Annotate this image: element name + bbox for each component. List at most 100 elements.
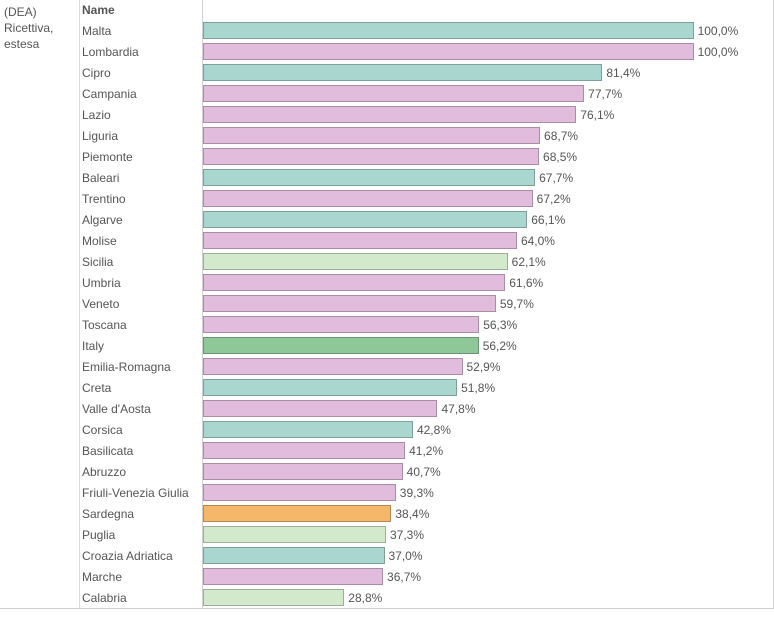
row-label: Corsica xyxy=(80,423,202,437)
bar xyxy=(203,253,508,270)
table-row: Malta100,0% xyxy=(80,20,773,41)
bar-area: 66,1% xyxy=(202,209,773,230)
rows-column: Name Malta100,0%Lombardia100,0%Cipro81,4… xyxy=(80,0,773,608)
bar xyxy=(203,64,602,81)
bar xyxy=(203,295,496,312)
row-label: Veneto xyxy=(80,297,202,311)
table-row: Basilicata 41,2% xyxy=(80,440,773,461)
bar xyxy=(203,127,540,144)
bar-area: 64,0% xyxy=(202,230,773,251)
bar xyxy=(203,421,413,438)
bar-area: 52,9% xyxy=(202,356,773,377)
table-row: Sardegna38,4% xyxy=(80,503,773,524)
bar-value: 81,4% xyxy=(602,62,640,83)
bar-value: 56,2% xyxy=(479,335,517,356)
header-row: Name xyxy=(80,0,773,20)
bar-area: 37,0% xyxy=(202,545,773,566)
bar-area: 56,3% xyxy=(202,314,773,335)
bar xyxy=(203,547,385,564)
bar-value: 40,7% xyxy=(403,461,441,482)
bar xyxy=(203,43,694,60)
table-row: Croazia Adriatica37,0% xyxy=(80,545,773,566)
table-row: Marche36,7% xyxy=(80,566,773,587)
row-label: Umbria xyxy=(80,276,202,290)
bar-value: 56,3% xyxy=(479,314,517,335)
table-row: Liguria 68,7% xyxy=(80,125,773,146)
bar xyxy=(203,358,463,375)
bar-value: 68,7% xyxy=(540,125,578,146)
bar xyxy=(203,589,344,606)
table-row: Lombardia100,0% xyxy=(80,41,773,62)
bar xyxy=(203,22,694,39)
bar-area: 59,7% xyxy=(202,293,773,314)
group-column: (DEA) Ricettiva, estesa xyxy=(0,0,80,608)
chart: (DEA) Ricettiva, estesa Name Malta100,0%… xyxy=(0,0,774,609)
bar-area: 40,7% xyxy=(202,461,773,482)
bar xyxy=(203,106,576,123)
bar xyxy=(203,85,584,102)
bar xyxy=(203,568,383,585)
row-label: Sicilia xyxy=(80,255,202,269)
bar-area: 39,3% xyxy=(202,482,773,503)
bar-value: 66,1% xyxy=(527,209,565,230)
group-label-line1: (DEA) xyxy=(4,4,75,20)
table-row: Toscana 56,3% xyxy=(80,314,773,335)
row-label: Friuli-Venezia Giulia xyxy=(80,486,202,500)
group-label-line2: Ricettiva, xyxy=(4,20,75,36)
bar-area: 62,1% xyxy=(202,251,773,272)
bar-value: 28,8% xyxy=(344,587,382,608)
row-label: Calabria xyxy=(80,591,202,605)
row-label: Sardegna xyxy=(80,507,202,521)
bar-value: 61,6% xyxy=(505,272,543,293)
bar-value: 67,2% xyxy=(533,188,571,209)
bar-value: 76,1% xyxy=(576,104,614,125)
bar-value: 41,2% xyxy=(405,440,443,461)
row-label: Campania xyxy=(80,87,202,101)
table-row: Trentino 67,2% xyxy=(80,188,773,209)
row-label: Trentino xyxy=(80,192,202,206)
bar-area: 51,8% xyxy=(202,377,773,398)
row-label: Abruzzo xyxy=(80,465,202,479)
row-label: Liguria xyxy=(80,129,202,143)
bar-value: 77,7% xyxy=(584,83,622,104)
bar-area: 61,6% xyxy=(202,272,773,293)
table-row: Algarve 66,1% xyxy=(80,209,773,230)
table-row: Cipro81,4% xyxy=(80,62,773,83)
bar xyxy=(203,190,533,207)
bar-area: 68,5% xyxy=(202,146,773,167)
bar-area: 81,4% xyxy=(202,62,773,83)
table-row: Italy 56,2% xyxy=(80,335,773,356)
name-header: Name xyxy=(80,3,202,17)
row-label: Basilicata xyxy=(80,444,202,458)
bar xyxy=(203,232,517,249)
bar-value: 37,3% xyxy=(386,524,424,545)
bar-value: 100,0% xyxy=(694,41,739,62)
bar xyxy=(203,379,457,396)
bar-value: 47,8% xyxy=(437,398,475,419)
bar xyxy=(203,337,479,354)
row-label: Creta xyxy=(80,381,202,395)
table-row: Friuli-Venezia Giulia 39,3% xyxy=(80,482,773,503)
bar-area: 47,8% xyxy=(202,398,773,419)
rows-container: Malta100,0%Lombardia100,0%Cipro81,4%Camp… xyxy=(80,20,773,608)
row-label: Algarve xyxy=(80,213,202,227)
table-row: Creta 51,8% xyxy=(80,377,773,398)
row-label: Piemonte xyxy=(80,150,202,164)
bar xyxy=(203,400,437,417)
bar xyxy=(203,169,535,186)
row-label: Toscana xyxy=(80,318,202,332)
row-label: Marche xyxy=(80,570,202,584)
table-row: Campania 77,7% xyxy=(80,83,773,104)
bar-area: 68,7% xyxy=(202,125,773,146)
row-label: Emilia-Romagna xyxy=(80,360,202,374)
row-label: Valle d'Aosta xyxy=(80,402,202,416)
bar-value: 100,0% xyxy=(694,20,739,41)
bar-value: 51,8% xyxy=(457,377,495,398)
bar xyxy=(203,148,539,165)
row-label: Croazia Adriatica xyxy=(80,549,202,563)
row-label: Italy xyxy=(80,339,202,353)
table-row: Corsica42,8% xyxy=(80,419,773,440)
bar-value: 39,3% xyxy=(396,482,434,503)
table-row: Abruzzo 40,7% xyxy=(80,461,773,482)
bar xyxy=(203,274,505,291)
